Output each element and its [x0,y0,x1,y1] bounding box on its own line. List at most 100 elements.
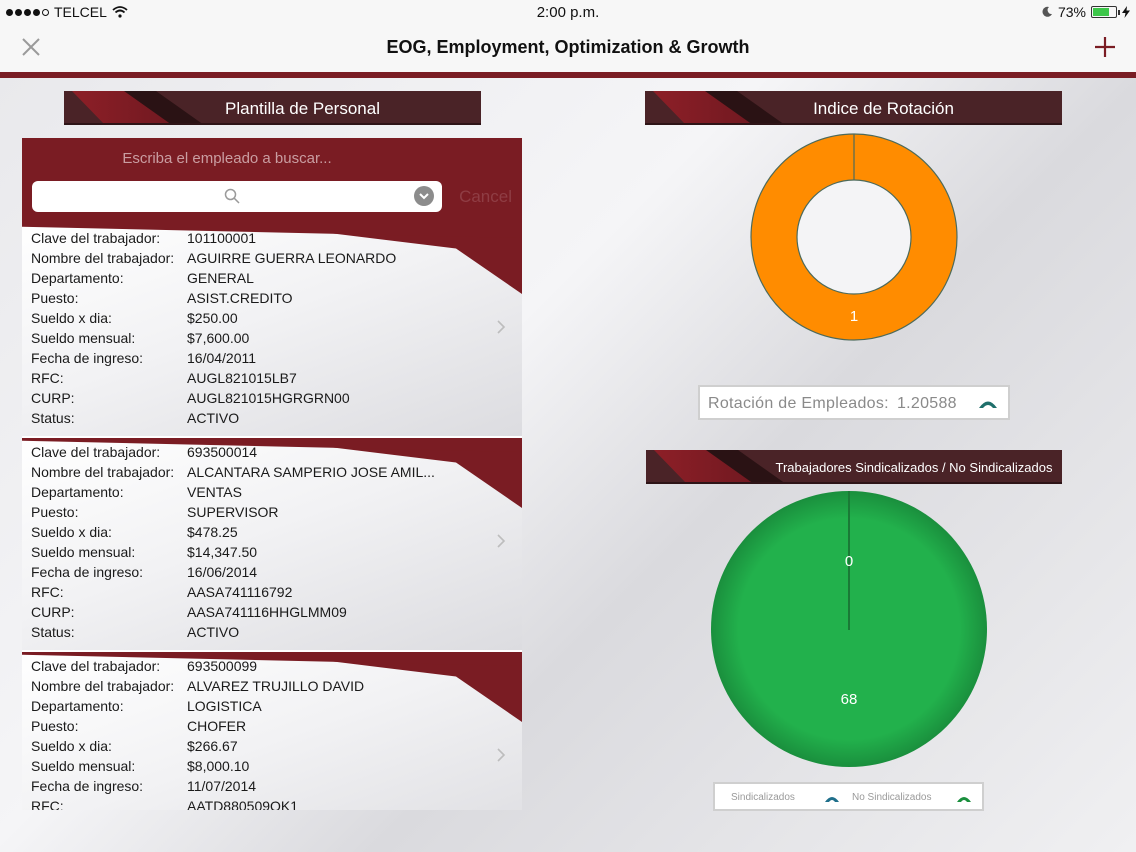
field-key: Departamento: [31,270,124,286]
rotation-summary: Rotación de Empleados: 1.20588 [698,385,1010,420]
status-right: 73% [1041,4,1130,20]
employee-card[interactable]: Clave del trabajador: 693500099 Nombre de… [22,652,522,810]
field-row: Fecha de ingreso: 16/06/2014 [31,562,435,582]
employee-card[interactable]: Clave del trabajador: 693500014 Nombre de… [22,438,522,652]
field-key: Clave del trabajador: [31,444,161,460]
field-row: RFC: AATD880509QK1 [31,796,364,810]
rotation-summary-text: Rotación de Empleados: 1.20588 [708,395,957,413]
navigation-bar: EOG, Employment, Optimization & Growth [0,24,1136,72]
field-value: ACTIVO [187,624,240,640]
chevron-down-icon[interactable] [414,186,434,206]
field-value: 16/06/2014 [187,564,258,580]
field-row: Sueldo mensual: $8,000.10 [31,756,364,776]
field-row: CURP: AASA741116HHGLMM09 [31,602,435,622]
field-value: 11/07/2014 [187,778,257,794]
legend-label-no-sindicalizados: No Sindicalizados [852,792,932,803]
field-key: RFC: [31,584,64,600]
pie-label-no-sindicalizados: 68 [840,691,858,708]
field-key: Fecha de ingreso: [31,350,144,366]
employee-panel: Escriba el empleado a buscar... Cancel C… [22,138,522,810]
field-row: Sueldo mensual: $7,600.00 [31,328,396,348]
status-time: 2:00 p.m. [536,4,600,21]
field-row: Fecha de ingreso: 16/04/2011 [31,348,396,368]
chevron-right-icon [497,534,506,548]
field-value: AUGL821015HGRGRN00 [187,390,350,406]
pie-svg [711,491,987,767]
cancel-button[interactable]: Cancel [459,187,512,206]
search-prompt: Escriba el empleado a buscar... [122,150,332,167]
union-section-header: Trabajadores Sindicalizados / No Sindica… [646,450,1062,484]
field-row: Status: ACTIVO [31,408,396,428]
field-key: RFC: [31,798,64,810]
legend-swatch-no-sindicalizados [957,797,971,802]
field-row: Clave del trabajador: 101100001 [31,228,396,248]
field-key: Departamento: [31,698,124,714]
status-bar: TELCEL 2:00 p.m. 73% [0,0,1136,24]
employee-list: Clave del trabajador: 101100001 Nombre de… [22,224,522,810]
pie-label-sindicalizados: 0 [844,553,854,570]
personal-section-title: Plantilla de Personal [225,99,380,118]
field-row: Departamento: LOGISTICA [31,696,364,716]
field-key: Sueldo mensual: [31,758,136,774]
field-row: Fecha de ingreso: 11/07/2014 [31,776,364,796]
rotation-section-title: Indice de Rotación [813,99,954,118]
field-value: AUGL821015LB7 [187,370,297,386]
chevron-right-icon [497,320,506,334]
field-key: Departamento: [31,484,124,500]
field-key: Status: [31,624,75,640]
plus-icon[interactable] [1092,34,1118,60]
rotation-value: 1.20588 [896,395,957,412]
field-key: Puesto: [31,504,79,520]
field-key: CURP: [31,604,75,620]
field-value: AATD880509QK1 [187,798,299,810]
field-row: Puesto: SUPERVISOR [31,502,435,522]
field-row: Nombre del trabajador: ALVAREZ TRUJILLO D… [31,676,364,696]
field-value: $7,600.00 [187,330,250,346]
field-value: SUPERVISOR [187,504,279,520]
field-key: Sueldo mensual: [31,330,136,346]
pie-legend: Sindicalizados No Sindicalizados [713,782,984,811]
field-value: GENERAL [187,270,254,286]
field-value: 101100001 [187,230,257,246]
donut-svg [750,133,958,341]
field-key: Clave del trabajador: [31,230,161,246]
employee-card[interactable]: Clave del trabajador: 101100001 Nombre de… [22,224,522,438]
field-key: Fecha de ingreso: [31,778,144,794]
field-value: 16/04/2011 [187,350,257,366]
rotation-section-header: Indice de Rotación [645,91,1062,125]
field-row: Departamento: GENERAL [31,268,396,288]
chevron-right-icon [497,748,506,762]
field-key: Fecha de ingreso: [31,564,144,580]
personal-section-header: Plantilla de Personal [64,91,481,125]
union-section-title: Trabajadores Sindicalizados / No Sindica… [775,460,1053,475]
field-key: Sueldo x dia: [31,738,112,754]
field-value: 693500014 [187,444,258,460]
search-area: Escriba el empleado a buscar... Cancel [22,138,522,224]
field-row: Puesto: ASIST.CREDITO [31,288,396,308]
field-value: AGUIRRE GUERRA LEONARDO [187,250,397,266]
close-icon[interactable] [18,34,44,60]
field-key: Nombre del trabajador: [31,250,175,266]
field-row: Sueldo x dia: $266.67 [31,736,364,756]
status-left: TELCEL [6,4,128,20]
field-value: AASA741116HHGLMM09 [187,604,347,620]
field-key: RFC: [31,370,64,386]
field-value: VENTAS [187,484,242,500]
carrier-label: TELCEL [54,4,107,20]
employee-fields: Clave del trabajador: 693500014 Nombre de… [31,442,435,642]
field-key: Sueldo x dia: [31,310,112,326]
field-value: $478.25 [187,524,238,540]
wifi-icon [112,6,128,18]
field-row: Clave del trabajador: 693500099 [31,656,364,676]
field-row: Nombre del trabajador: ALCANTARA SAMPERIO… [31,462,435,482]
field-row: Puesto: CHOFER [31,716,364,736]
search-input[interactable] [32,181,442,212]
field-key: Status: [31,410,75,426]
field-row: Sueldo x dia: $478.25 [31,522,435,542]
charging-icon [1122,6,1130,18]
field-row: Status: ACTIVO [31,622,435,642]
field-key: Sueldo mensual: [31,544,136,560]
legend-swatch-sindicalizados [825,797,839,802]
field-value: $250.00 [187,310,238,326]
donut-inner-edge [796,179,912,295]
